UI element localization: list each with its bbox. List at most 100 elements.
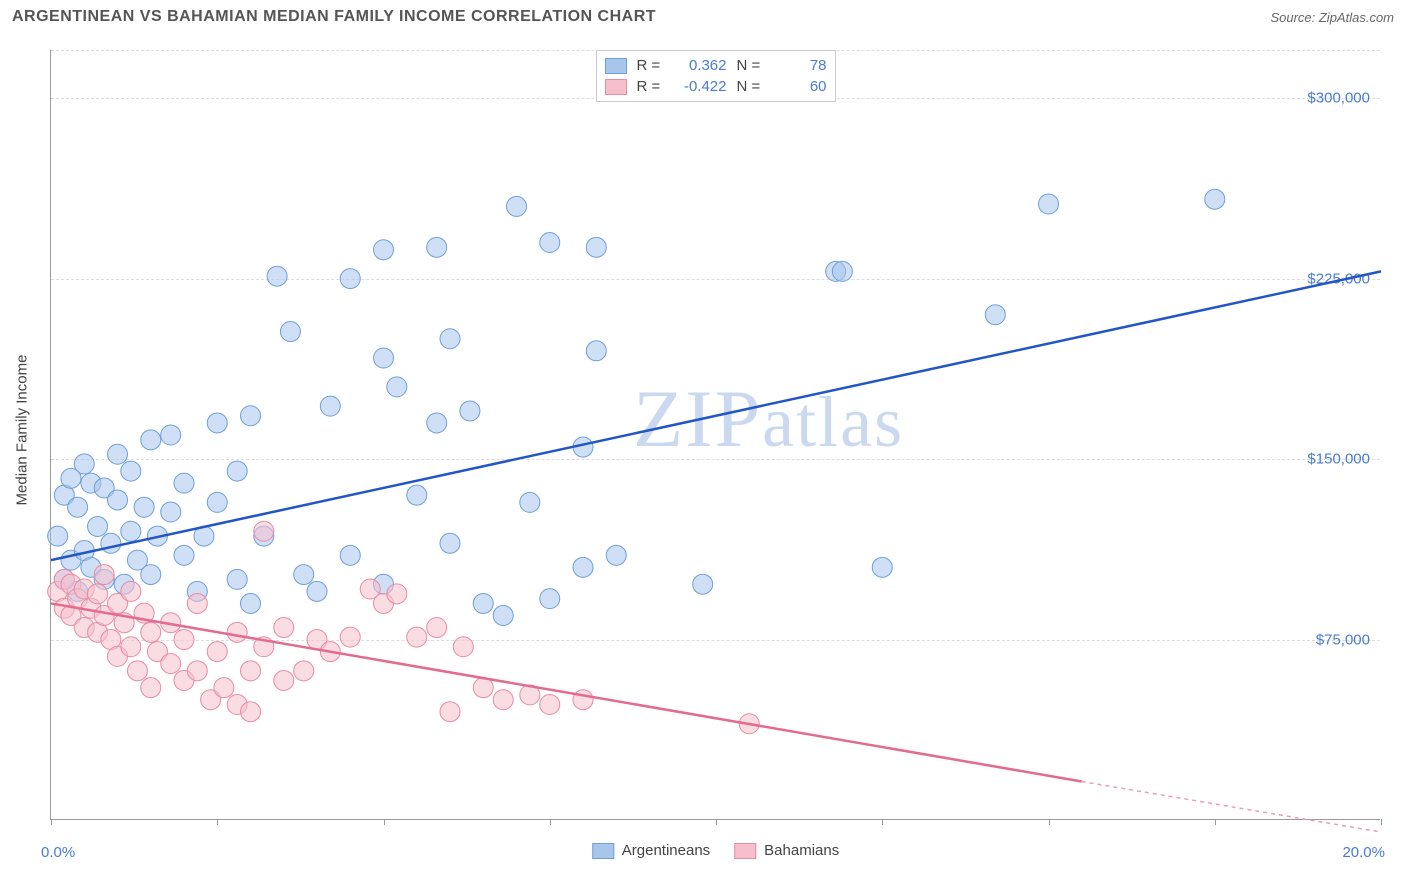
data-point [460, 401, 480, 421]
xtick [1049, 819, 1050, 825]
data-point [241, 406, 261, 426]
xtick [217, 819, 218, 825]
data-point [161, 502, 181, 522]
r-label: R = [637, 57, 667, 74]
data-point [453, 637, 473, 657]
data-point [127, 661, 147, 681]
series-label: Bahamians [764, 842, 839, 859]
data-point [227, 622, 247, 642]
data-point [872, 557, 892, 577]
legend-stats-row: R = -0.422 N = 60 [605, 76, 827, 97]
data-point [227, 569, 247, 589]
data-point [121, 637, 141, 657]
data-point [141, 565, 161, 585]
xtick [1215, 819, 1216, 825]
data-point [121, 461, 141, 481]
xaxis-max-label: 20.0% [1342, 844, 1385, 861]
series-label: Argentineans [622, 842, 710, 859]
r-value: 0.362 [677, 57, 727, 74]
data-point [161, 425, 181, 445]
data-point [374, 348, 394, 368]
n-label: N = [737, 78, 767, 95]
legend-item: Bahamians [734, 842, 839, 859]
data-point [207, 413, 227, 433]
data-point [606, 545, 626, 565]
data-point [141, 430, 161, 450]
data-point [427, 237, 447, 257]
data-point [573, 557, 593, 577]
swatch-icon [734, 843, 756, 859]
data-point [280, 322, 300, 342]
data-point [493, 605, 513, 625]
data-point [294, 565, 314, 585]
data-point [307, 581, 327, 601]
legend-stats: R = 0.362 N = 78 R = -0.422 N = 60 [596, 50, 836, 102]
xtick [384, 819, 385, 825]
chart-plot-area: ZIPatlas R = 0.362 N = 78 R = -0.422 N =… [50, 50, 1380, 820]
data-point [254, 521, 274, 541]
data-point [241, 661, 261, 681]
data-point [320, 396, 340, 416]
data-point [520, 492, 540, 512]
data-point [108, 444, 128, 464]
data-point [207, 492, 227, 512]
data-point [101, 533, 121, 553]
legend-stats-row: R = 0.362 N = 78 [605, 55, 827, 76]
data-point [68, 497, 88, 517]
xtick [716, 819, 717, 825]
data-point [187, 593, 207, 613]
data-point [161, 654, 181, 674]
data-point [187, 661, 207, 681]
data-point [121, 581, 141, 601]
xtick [1381, 819, 1382, 825]
chart-source: Source: ZipAtlas.com [1270, 10, 1394, 25]
data-point [540, 695, 560, 715]
data-point [427, 413, 447, 433]
data-point [473, 593, 493, 613]
xaxis-min-label: 0.0% [41, 844, 75, 861]
data-point [207, 642, 227, 662]
data-point [427, 618, 447, 638]
data-point [440, 329, 460, 349]
data-point [294, 661, 314, 681]
data-point [274, 618, 294, 638]
data-point [387, 584, 407, 604]
n-value: 60 [777, 78, 827, 95]
data-point [121, 521, 141, 541]
data-point [493, 690, 513, 710]
n-label: N = [737, 57, 767, 74]
data-point [440, 533, 460, 553]
data-point [267, 266, 287, 286]
data-point [387, 377, 407, 397]
swatch-icon [605, 58, 627, 74]
xtick [550, 819, 551, 825]
data-point [134, 497, 154, 517]
data-point [586, 237, 606, 257]
data-point [540, 233, 560, 253]
legend-series: Argentineans Bahamians [592, 842, 839, 859]
data-point [227, 461, 247, 481]
data-point [374, 240, 394, 260]
xtick [51, 819, 52, 825]
data-point [174, 545, 194, 565]
data-point [88, 516, 108, 536]
data-point [1039, 194, 1059, 214]
data-point [573, 690, 593, 710]
trend-line-extrapolated [1082, 782, 1381, 833]
data-point [407, 485, 427, 505]
data-point [88, 584, 108, 604]
r-label: R = [637, 78, 667, 95]
data-point [241, 593, 261, 613]
scatter-svg [51, 50, 1380, 819]
data-point [340, 627, 360, 647]
data-point [94, 565, 114, 585]
data-point [507, 196, 527, 216]
data-point [540, 589, 560, 609]
data-point [340, 545, 360, 565]
xtick [882, 819, 883, 825]
data-point [985, 305, 1005, 325]
data-point [141, 622, 161, 642]
data-point [241, 702, 261, 722]
legend-item: Argentineans [592, 842, 710, 859]
chart-title: ARGENTINEAN VS BAHAMIAN MEDIAN FAMILY IN… [12, 8, 656, 26]
